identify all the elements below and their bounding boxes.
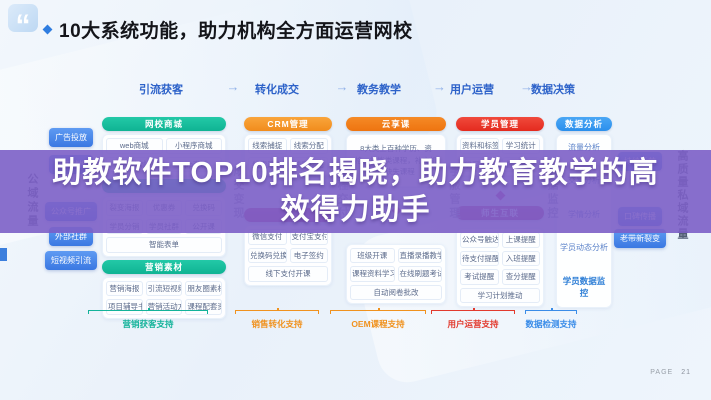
feature-item: 智能表单 — [106, 237, 222, 253]
feature-item: 学员动态分析 — [560, 242, 608, 252]
footer-bracket-tick — [551, 308, 553, 311]
feature-item: 营销海报 — [106, 280, 143, 296]
flow-arrow-icon: → — [226, 79, 240, 94]
page-number-label: PAGE — [650, 369, 674, 376]
feature-item: 待支付提醒 — [460, 250, 499, 266]
feature-card: 公众号触达 上课提醒 待支付提醒 入班提醒 考试提醒 查分提醒 学习计划推动 — [456, 228, 544, 307]
feature-item: 引流短视频 — [145, 280, 183, 296]
feature-item: 查分提醒 — [501, 269, 540, 285]
footer-bracket-tick — [277, 308, 279, 311]
column-footer-label: 营销获客支持 — [122, 319, 174, 329]
footer-bracket — [525, 308, 577, 314]
feature-row: 营销海报 引流短视频 朋友圈素材 — [106, 280, 223, 296]
edge-decor-square — [0, 248, 7, 261]
section-pill: 营销素材 — [102, 259, 226, 274]
feature-row: 班级开课 直播录播教学 — [350, 247, 442, 264]
section-pill: 学员管理 — [456, 117, 544, 131]
flow-step: 用户运营 — [450, 84, 494, 96]
flow-arrow-icon: → — [520, 79, 533, 94]
section-pill: 云享课 — [346, 117, 446, 131]
column-footer-label: 用户运营支持 — [447, 319, 499, 329]
feature-item: 直播录播教学 — [397, 247, 442, 264]
section-pill: 网校商城 — [102, 117, 226, 131]
column-footer-label: 销售转化支持 — [251, 319, 303, 329]
flow-arrow-icon: → — [335, 79, 349, 94]
feature-row: 智能表单 — [106, 237, 222, 253]
title-row: 10大系统功能，助力机构全方面运营网校 — [42, 16, 413, 43]
feature-item: 电子签约 — [289, 247, 328, 263]
column-footer: 营销获客支持 — [88, 308, 208, 330]
feature-row: 自动阅卷批改 — [350, 284, 442, 301]
column-footer: 销售转化支持 — [235, 308, 319, 330]
feature-row: 学习计划推动 — [460, 287, 540, 303]
feature-item: 课程资料学习 — [350, 266, 395, 282]
feature-row: 兑换码兑换 电子签约 — [248, 247, 328, 263]
feature-card: 微信支付 支付宝支付 兑换码兑换 电子签约 线下支付开课 — [244, 225, 332, 286]
footer-bracket — [330, 308, 426, 314]
column-footer: 数据检测支持 — [525, 308, 577, 330]
feature-item: 班级开课 — [350, 247, 395, 264]
column-footer-label: OEM课程支持 — [351, 319, 405, 329]
footer-bracket — [431, 308, 515, 314]
feature-card: 营销海报引流短视频朋友圈素材项目辅导书营销活动方案课程配套资料 — [102, 276, 226, 319]
feature-row: 考试提醒 查分提醒 — [460, 269, 540, 285]
footer-bracket — [88, 308, 208, 314]
feature-item: 上课提醒 — [501, 232, 540, 248]
section-pill: 数据分析 — [556, 117, 612, 131]
footer-bracket-tick — [378, 308, 380, 311]
channel-button: 短视频引流 — [45, 251, 97, 270]
flow-step: 数据决策 — [531, 84, 575, 96]
title-bullet-icon — [42, 24, 53, 35]
feature-row: 线下支付开课 — [248, 266, 328, 282]
page-number: PAGE 21 — [650, 369, 691, 376]
feature-card: 班级开课 直播录播教学 课程资料学习 在线刷题考试 自动阅卷批改 — [346, 243, 446, 305]
feature-item: 考试提醒 — [460, 269, 499, 285]
feature-row: 待支付提醒 入班提醒 — [460, 250, 540, 266]
headline-line-1: 助教软件TOP10排名揭晓，助力教育教学的高 — [52, 156, 659, 189]
headline-overlay: 助教软件TOP10排名揭晓，助力教育教学的高 效得力助手 — [0, 150, 711, 233]
feature-item: 兑换码兑换 — [248, 247, 287, 263]
feature-row: 公众号触达 上课提醒 — [460, 232, 540, 248]
page-number-value: 21 — [681, 369, 691, 376]
feature-row: 课程资料学习 在线刷题考试 — [350, 266, 442, 282]
feature-item: 公众号触达 — [460, 232, 499, 248]
feature-item: 朋友圈素材 — [185, 280, 223, 296]
flow-step: 教务教学 — [357, 84, 401, 96]
page-title: 10大系统功能，助力机构全方面运营网校 — [59, 21, 413, 42]
footer-bracket — [235, 308, 319, 314]
feature-item: 学员数据监控 — [562, 276, 606, 298]
feature-item: 自动阅卷批改 — [350, 284, 442, 301]
flow-step: 转化成交 — [255, 84, 299, 96]
column-footer: 用户运营支持 — [431, 308, 515, 330]
footer-bracket-tick — [148, 308, 150, 311]
flow-arrow-icon: → — [433, 79, 446, 94]
flow-step: 引流获客 — [139, 84, 183, 96]
headline-line-2: 效得力助手 — [280, 193, 431, 226]
feature-item: 在线刷题考试 — [397, 266, 442, 282]
feature-item: 入班提醒 — [501, 250, 540, 266]
section-pill: CRM管理 — [244, 117, 332, 131]
column-footer: OEM课程支持 — [330, 308, 426, 330]
column-footer-label: 数据检测支持 — [525, 319, 577, 329]
quote-icon: “ — [8, 4, 38, 32]
feature-item: 学习计划推动 — [460, 287, 540, 303]
feature-item: 线下支付开课 — [248, 266, 328, 282]
footer-bracket-tick — [473, 308, 475, 311]
channel-button: 广告投放 — [49, 128, 93, 147]
